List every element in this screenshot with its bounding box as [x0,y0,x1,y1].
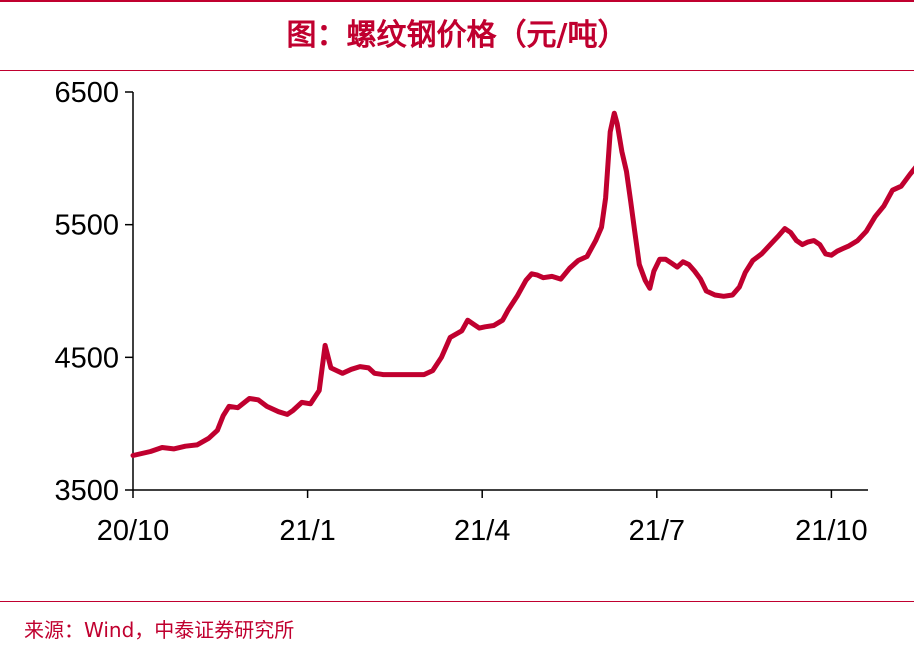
y-tick-label: 3500 [54,475,119,507]
y-tick-group: 3500 4500 5500 6500 [54,77,133,507]
top-rule [0,0,914,2]
x-tick-label: 21/4 [454,515,510,547]
footer-divider [0,601,914,602]
x-tick-label: 21/1 [279,515,335,547]
title-divider [0,70,914,71]
chart-title: 图：螺纹钢价格（元/吨） [286,18,628,53]
source-note: 来源：Wind，中泰证券研究所 [24,618,295,642]
x-tick-label: 21/10 [795,515,868,547]
x-tick-label: 21/7 [629,515,685,547]
price-series-line [130,110,914,458]
x-tick-label: 20/10 [97,515,170,547]
line-chart: 3500 4500 5500 6500 20/10 21/1 21/4 21/7 21/10 [54,77,914,547]
y-tick-label: 5500 [54,210,119,242]
y-tick-label: 6500 [54,77,119,109]
x-tick-group: 20/10 21/1 21/4 21/7 21/10 [97,490,868,547]
y-tick-label: 4500 [54,342,119,374]
